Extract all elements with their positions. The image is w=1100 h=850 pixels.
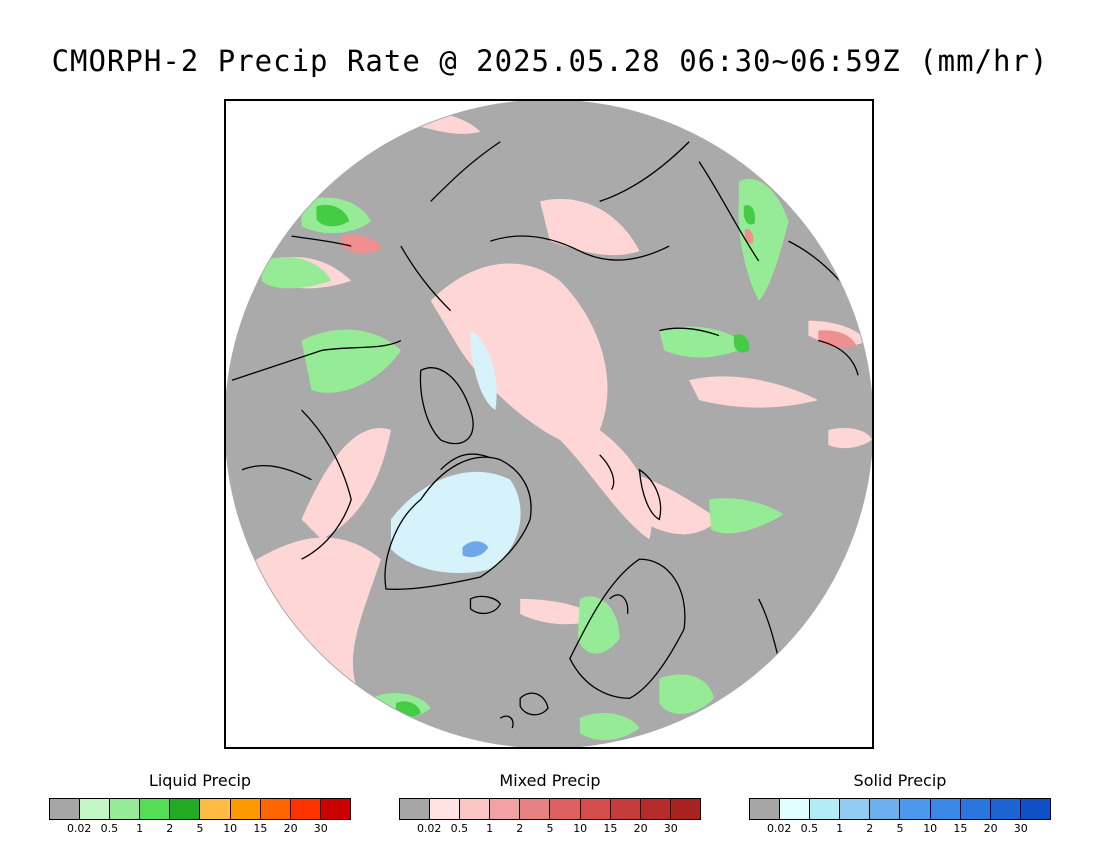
color-scale (49, 798, 351, 820)
color-swatch (260, 799, 291, 819)
color-swatch (460, 799, 491, 819)
tick-label: 5 (896, 822, 904, 835)
color-swatch (490, 799, 521, 819)
color-swatch (550, 799, 581, 819)
color-swatch (50, 799, 81, 819)
color-swatch (930, 799, 961, 819)
color-scale (399, 798, 701, 820)
tick-labels: 0.02 0.5 1 2 5 10 15 20 30 (49, 820, 351, 836)
color-swatch (80, 799, 111, 819)
precip-map (224, 99, 874, 749)
color-swatch (810, 799, 841, 819)
tick-label: 0.02 (66, 822, 92, 835)
color-swatch (610, 799, 641, 819)
tick-label: 0.5 (100, 822, 119, 835)
legend-solid-precip: Solid Precip 0.02 0.5 1 2 5 10 15 20 30 (749, 770, 1051, 836)
tick-labels: 0.02 0.5 1 2 5 10 15 20 30 (399, 820, 701, 836)
color-swatch (780, 799, 811, 819)
tick-labels: 0.02 0.5 1 2 5 10 15 20 30 (749, 820, 1051, 836)
color-swatch (990, 799, 1021, 819)
color-swatch (110, 799, 141, 819)
solid-precip-areas (390, 330, 521, 574)
map-title: CMORPH-2 Precip Rate @ 2025.05.28 06:30~… (51, 44, 1049, 78)
tick-label: 10 (573, 822, 588, 835)
tick-label: 0.02 (416, 822, 442, 835)
color-swatch (840, 799, 871, 819)
tick-label: 0.5 (800, 822, 819, 835)
tick-label: 1 (136, 822, 144, 835)
liquid-precip-areas (261, 178, 789, 741)
tick-label: 20 (983, 822, 998, 835)
color-swatch (430, 799, 461, 819)
tick-label: 15 (253, 822, 268, 835)
tick-label: 2 (866, 822, 874, 835)
legend-title: Solid Precip (853, 771, 947, 790)
color-swatch (1020, 799, 1050, 819)
tick-label: 5 (196, 822, 204, 835)
legend-liquid-precip: Liquid Precip 0.02 0.5 1 2 5 10 15 20 30 (49, 770, 351, 836)
color-swatch (960, 799, 991, 819)
color-swatch (200, 799, 231, 819)
color-swatch (750, 799, 781, 819)
legend-mixed-precip: Mixed Precip 0.02 0.5 1 2 5 10 15 20 30 (399, 770, 701, 836)
tick-label: 1 (486, 822, 494, 835)
tick-label: 1 (836, 822, 844, 835)
color-swatch (290, 799, 321, 819)
coastlines (231, 141, 859, 729)
tick-label: 15 (603, 822, 618, 835)
color-swatch (520, 799, 551, 819)
tick-label: 2 (516, 822, 524, 835)
tick-label: 30 (313, 822, 328, 835)
color-swatch (230, 799, 261, 819)
tick-label: 5 (546, 822, 554, 835)
tick-label: 20 (283, 822, 298, 835)
color-swatch (170, 799, 201, 819)
tick-label: 15 (953, 822, 968, 835)
legend-title: Liquid Precip (148, 771, 252, 790)
tick-label: 30 (1013, 822, 1028, 835)
color-swatch (580, 799, 611, 819)
color-swatch (320, 799, 350, 819)
tick-label: 10 (223, 822, 238, 835)
color-swatch (400, 799, 431, 819)
tick-label: 20 (633, 822, 648, 835)
color-swatch (140, 799, 171, 819)
tick-label: 10 (923, 822, 938, 835)
tick-label: 30 (663, 822, 678, 835)
legend-title: Mixed Precip (499, 771, 601, 790)
color-swatch (870, 799, 901, 819)
tick-label: 0.02 (766, 822, 792, 835)
color-swatch (900, 799, 931, 819)
tick-label: 0.5 (450, 822, 469, 835)
color-swatch (670, 799, 700, 819)
color-swatch (640, 799, 671, 819)
tick-label: 2 (166, 822, 174, 835)
color-scale (749, 798, 1051, 820)
